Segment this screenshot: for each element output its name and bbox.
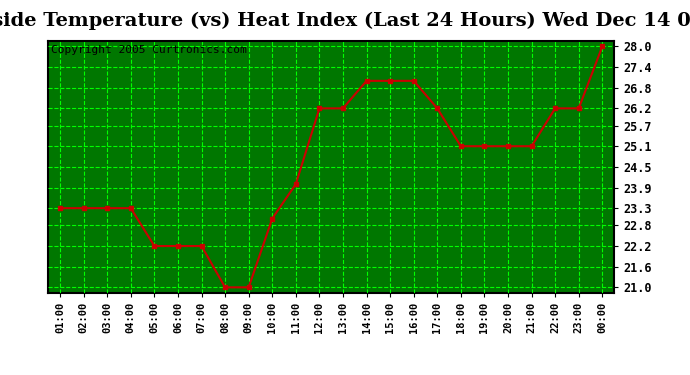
Text: Copyright 2005 Curtronics.com: Copyright 2005 Curtronics.com <box>51 45 247 55</box>
Text: Outside Temperature (vs) Heat Index (Last 24 Hours) Wed Dec 14 00:00: Outside Temperature (vs) Heat Index (Las… <box>0 11 690 30</box>
